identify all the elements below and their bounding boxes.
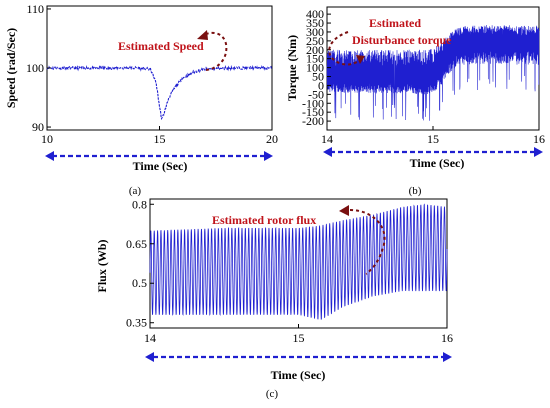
x-tick-label: 14 xyxy=(144,331,156,345)
panel-c-curl-arrowhead xyxy=(339,205,349,216)
panel-b-annotation-line-1: Estimated xyxy=(369,16,421,30)
y-tick-label: 0.5 xyxy=(132,276,147,290)
panel-c-time-arrowhead-left xyxy=(145,352,154,362)
y-tick-label: -200 xyxy=(302,114,324,128)
panel-b-series-line xyxy=(326,24,540,121)
panel-c: 14 15 16 0.35 0.5 0.65 0.8 Flux (Wb) Estimated… xyxy=(95,197,453,400)
y-tick-label: 200 xyxy=(306,43,324,57)
y-tick-label: 0.35 xyxy=(126,316,147,330)
panel-a-curl-arrowhead xyxy=(197,30,208,40)
panel-c-curl-arrow xyxy=(349,209,386,275)
panel-b-ylabel: Torque (Nm) xyxy=(285,35,299,101)
panel-c-series-line xyxy=(149,203,448,320)
panel-c-xlabel: Time (Sec) xyxy=(271,368,326,382)
panel-b-xlabel: Time (Sec) xyxy=(410,156,465,170)
panel-a-ticks: 10 15 20 90 100 110 xyxy=(26,2,278,146)
panel-c-ylabel: Flux (Wb) xyxy=(95,239,109,292)
x-tick-label: 15 xyxy=(293,331,305,345)
y-tick-label: 0.8 xyxy=(132,197,147,211)
x-tick-label: 20 xyxy=(266,132,278,146)
panel-b: 14 15 16 400350300250200150100500-50-100-15… xyxy=(285,6,545,197)
y-tick-label: 300 xyxy=(306,25,324,39)
y-tick-label: 0 xyxy=(318,78,324,92)
panel-b-curl-arrowhead xyxy=(356,55,365,64)
panel-c-annotation: Estimated rotor flux xyxy=(212,213,316,227)
panel-b-curl-arrow xyxy=(328,31,361,66)
y-tick-label: 350 xyxy=(306,16,324,30)
panel-c-time-arrowhead-right xyxy=(443,352,452,362)
x-tick-label: 14 xyxy=(321,132,333,146)
panel-a-annotation: Estimated Speed xyxy=(118,39,204,53)
panel-b-ticks: 14 15 16 400350300250200150100500-50-100-15… xyxy=(302,7,545,146)
y-tick-label: 100 xyxy=(26,61,44,75)
panel-c-label: (c) xyxy=(266,388,279,400)
y-tick-label: -150 xyxy=(302,105,324,119)
panel-a-xlabel: Time (Sec) xyxy=(133,159,188,173)
panel-a-time-arrowhead-right xyxy=(264,151,273,161)
panel-a-curl-arrow xyxy=(203,31,228,71)
x-tick-label: 10 xyxy=(41,132,53,146)
x-tick-label: 15 xyxy=(427,132,439,146)
y-tick-label: -50 xyxy=(308,87,324,101)
y-tick-label: 150 xyxy=(306,52,324,66)
y-tick-label: 0.65 xyxy=(126,237,147,251)
y-tick-label: 250 xyxy=(306,34,324,48)
y-tick-label: -100 xyxy=(302,96,324,110)
y-tick-label: 90 xyxy=(32,120,44,134)
panel-a: 10 15 20 90 100 110 Speed (rad/Sec) Estimated… xyxy=(4,2,278,197)
y-tick-label: 110 xyxy=(26,2,44,16)
panel-b-time-arrowhead-left xyxy=(323,147,332,157)
panel-b-time-arrowhead-right xyxy=(534,147,543,157)
panel-a-series-line xyxy=(46,64,273,121)
panel-a-label: (a) xyxy=(129,185,142,197)
y-tick-label: 50 xyxy=(312,70,324,84)
x-tick-label: 15 xyxy=(154,132,166,146)
panel-a-time-arrowhead-left xyxy=(45,151,54,161)
panel-b-label: (b) xyxy=(409,185,422,197)
panel-c-ticks: 14 15 16 0.35 0.5 0.65 0.8 xyxy=(126,197,453,345)
y-tick-label: 400 xyxy=(306,7,324,21)
x-tick-label: 16 xyxy=(441,331,453,345)
x-tick-label: 16 xyxy=(533,132,545,146)
panel-b-annotation-line-2: Disturbance torque xyxy=(352,33,452,47)
y-tick-label: 100 xyxy=(306,61,324,75)
panel-a-ylabel: Speed (rad/Sec) xyxy=(4,28,18,108)
